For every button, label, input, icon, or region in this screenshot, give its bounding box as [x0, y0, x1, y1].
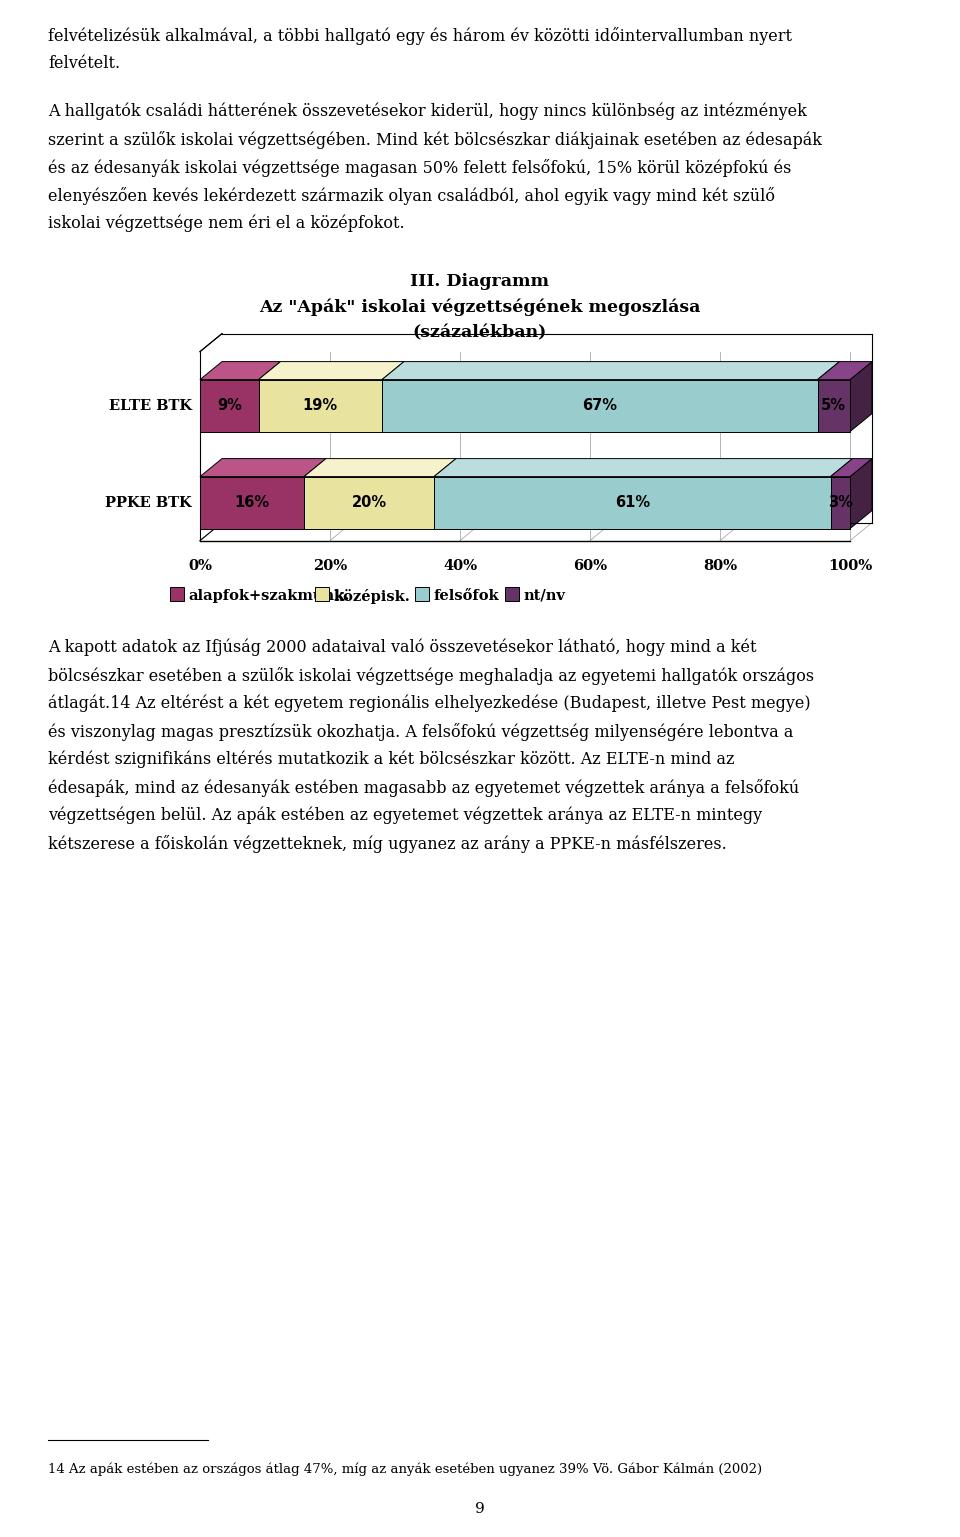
- Polygon shape: [200, 458, 326, 476]
- Text: 40%: 40%: [443, 558, 477, 573]
- Bar: [382, 380, 818, 432]
- Text: középisk.: középisk.: [333, 589, 410, 604]
- Bar: [200, 380, 258, 432]
- Text: 67%: 67%: [583, 398, 617, 413]
- Text: 0%: 0%: [188, 558, 212, 573]
- Text: ELTE BTK: ELTE BTK: [109, 398, 192, 412]
- Bar: [315, 587, 329, 601]
- Text: 20%: 20%: [313, 558, 348, 573]
- Text: III. Diagramm: III. Diagramm: [411, 272, 549, 289]
- Text: nt/nv: nt/nv: [523, 589, 564, 603]
- Bar: [415, 587, 429, 601]
- Text: iskolai végzettsége nem éri el a középfokot.: iskolai végzettsége nem éri el a középfo…: [48, 215, 404, 232]
- Text: 20%: 20%: [351, 495, 387, 510]
- Text: 100%: 100%: [828, 558, 872, 573]
- Text: Az "Apák" iskolai végzettségének megoszlása: Az "Apák" iskolai végzettségének megoszl…: [259, 298, 701, 317]
- Bar: [258, 380, 382, 432]
- Bar: [304, 476, 434, 529]
- Text: 9%: 9%: [217, 398, 242, 413]
- Bar: [505, 587, 519, 601]
- Polygon shape: [304, 458, 456, 476]
- Polygon shape: [258, 361, 404, 380]
- Bar: [200, 476, 304, 529]
- Text: 80%: 80%: [703, 558, 737, 573]
- Text: 61%: 61%: [614, 495, 650, 510]
- Text: 5%: 5%: [821, 398, 847, 413]
- Text: kérdést szignifikáns eltérés mutatkozik a két bölcsészkar között. Az ELTE-n mind: kérdést szignifikáns eltérés mutatkozik …: [48, 750, 734, 768]
- Text: és viszonylag magas presztízsük okozhatja. A felsőfokú végzettség milyenségére l: és viszonylag magas presztízsük okozhatj…: [48, 722, 793, 741]
- Polygon shape: [818, 361, 872, 380]
- Text: bölcsészkar esetében a szülők iskolai végzettsége meghaladja az egyetemi hallgat: bölcsészkar esetében a szülők iskolai vé…: [48, 667, 814, 684]
- Text: kétszerese a főiskolán végzetteknek, míg ugyanez az arány a PPKE-n másfélszeres.: kétszerese a főiskolán végzetteknek, míg…: [48, 835, 727, 853]
- Text: 3%: 3%: [828, 495, 852, 510]
- Polygon shape: [830, 458, 872, 476]
- Text: elenyészően kevés lekérdezett származik olyan családból, ahol egyik vagy mind ké: elenyészően kevés lekérdezett származik …: [48, 186, 775, 204]
- Text: PPKE BTK: PPKE BTK: [106, 495, 192, 510]
- Text: A kapott adatok az Ifjúság 2000 adataival való összevetésekor látható, hogy mind: A kapott adatok az Ifjúság 2000 adataiva…: [48, 638, 756, 656]
- Text: felvételt.: felvételt.: [48, 55, 120, 72]
- Text: A hallgatók családi hátterének összevetésekor kiderül, hogy nincs különbség az i: A hallgatók családi hátterének összeveté…: [48, 103, 806, 120]
- Polygon shape: [382, 361, 839, 380]
- Text: felsőfok: felsőfok: [433, 589, 498, 603]
- Bar: [830, 476, 850, 529]
- Text: 60%: 60%: [573, 558, 607, 573]
- Bar: [818, 380, 850, 432]
- Text: édesapák, mind az édesanyák estében magasabb az egyetemet végzettek aránya a fel: édesapák, mind az édesanyák estében maga…: [48, 779, 800, 796]
- Polygon shape: [200, 361, 280, 380]
- Text: 9: 9: [475, 1502, 485, 1515]
- Text: alapfok+szakmunk.: alapfok+szakmunk.: [188, 589, 349, 603]
- Text: felvételizésük alkalmával, a többi hallgató egy és három év közötti időintervall: felvételizésük alkalmával, a többi hallg…: [48, 28, 792, 45]
- Text: átlagát.14 Az eltérést a két egyetem regionális elhelyezkedése (Budapest, illetv: átlagát.14 Az eltérést a két egyetem reg…: [48, 695, 810, 712]
- Text: 16%: 16%: [234, 495, 270, 510]
- Text: szerint a szülők iskolai végzettségében. Mind két bölcsészkar diákjainak esetébe: szerint a szülők iskolai végzettségében.…: [48, 131, 822, 149]
- Bar: [434, 476, 830, 529]
- Polygon shape: [850, 458, 872, 529]
- Bar: [170, 587, 184, 601]
- Text: 14 Az apák estében az országos átlag 47%, míg az anyák esetében ugyanez 39% Vö. : 14 Az apák estében az országos átlag 47%…: [48, 1462, 762, 1476]
- Text: 19%: 19%: [302, 398, 338, 413]
- Text: és az édesanyák iskolai végzettsége magasan 50% felett felsőfokú, 15% körül közé: és az édesanyák iskolai végzettsége maga…: [48, 158, 791, 177]
- Text: (százalékban): (százalékban): [413, 324, 547, 341]
- Text: végzettségen belül. Az apák estében az egyetemet végzettek aránya az ELTE-n mint: végzettségen belül. Az apák estében az e…: [48, 807, 762, 824]
- Polygon shape: [850, 361, 872, 432]
- Polygon shape: [434, 458, 852, 476]
